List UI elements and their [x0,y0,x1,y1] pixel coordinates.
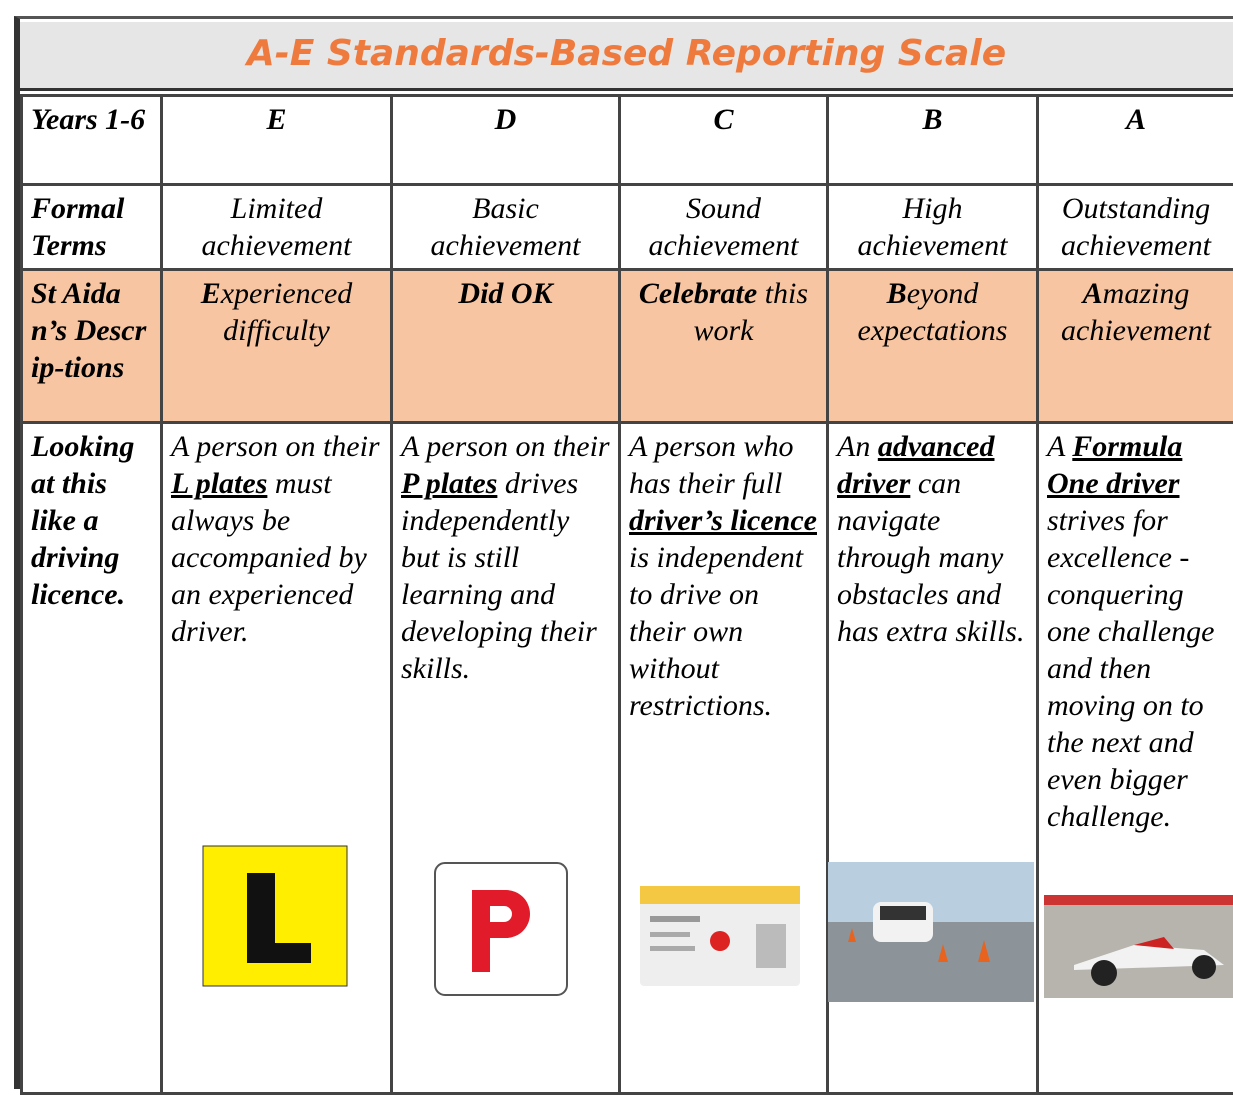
cell: Beyond expectations [828,270,1038,423]
cell: Basic achievement [392,185,620,270]
grade: E [162,96,392,185]
cell: High achievement [828,185,1038,270]
text: A person on their [171,430,380,463]
text: A person who has their full [629,430,793,500]
licence-card [640,886,800,986]
text: xperienced difficulty [221,277,353,347]
cell: Outstanding achievement [1038,185,1233,270]
text: A person on their [401,430,610,463]
cell: Celebrate this work [620,270,828,423]
bold-text: Did OK [458,277,552,310]
title: A-E Standards-Based Reporting Scale [20,22,1233,91]
row-label: Looking at this like a driving licence. [22,423,162,1094]
header-row: Years 1-6 E D C B A [22,96,1233,185]
bold-text: B [887,277,907,310]
cell: Amazing achievement [1038,270,1233,423]
cell: A person on their L plates must always b… [162,423,392,1094]
cell: Sound achievement [620,185,828,270]
f1-photo [1044,895,1233,998]
highlight: L plates [171,467,267,500]
cell: Did OK [392,270,620,423]
grade: A [1038,96,1233,185]
grade: C [620,96,828,185]
p-plate [434,862,568,996]
grade: B [828,96,1038,185]
cell: A person who has their full driver’s lic… [620,423,828,1094]
descriptions-row: St Aidan’s Descrip-tions Experienced dif… [22,270,1233,423]
formal-row: Formal Terms Limited achievement Basic a… [22,185,1233,270]
text: eyond expectations [858,277,1008,347]
bold-text: E [201,277,221,310]
bold-text: A [1083,277,1103,310]
text: An [837,430,878,463]
highlight: P plates [401,467,497,500]
car-photo [828,862,1034,1002]
row-label: Formal Terms [22,185,162,270]
highlight: driver’s licence [629,504,817,537]
grade: D [392,96,620,185]
text: A [1047,430,1072,463]
text: strives for excellence - conquering one … [1047,504,1214,833]
cell: Limited achievement [162,185,392,270]
text: is independent to drive on their own wit… [629,541,803,722]
l-plate [202,845,348,987]
row-label: Years 1-6 [22,96,162,185]
cell: Experienced difficulty [162,270,392,423]
bold-text: Celebrate [639,277,757,310]
row-label: St Aidan’s Descrip-tions [22,270,162,423]
